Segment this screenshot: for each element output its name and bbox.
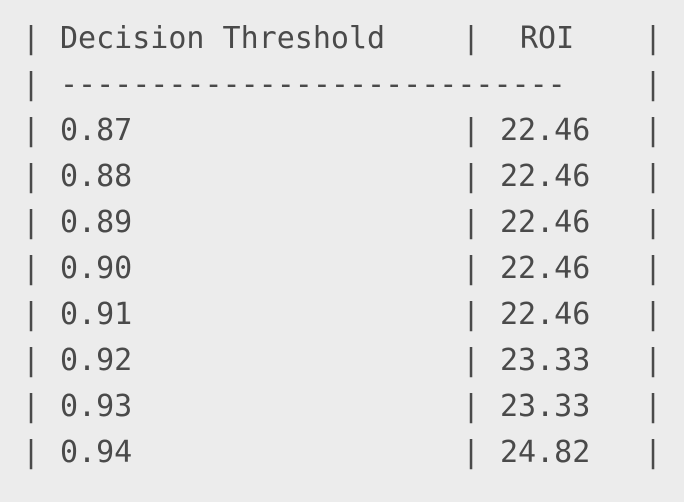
table-row: | 0.89 | 22.46 | — [0, 200, 684, 246]
table-row: | 0.94 | 24.82 | — [0, 430, 684, 476]
left-border: | — [22, 297, 41, 332]
roi-cell: 22.46 — [500, 251, 591, 286]
right-border: | — [644, 113, 663, 148]
table-header-row: | Decision Threshold | ROI | — [0, 16, 684, 62]
column-separator: | — [462, 159, 481, 194]
right-border: | — [644, 435, 663, 470]
table-row: | 0.93 | 23.33 | — [0, 384, 684, 430]
roi-cell: 23.33 — [500, 343, 591, 378]
threshold-cell: 0.91 — [60, 297, 133, 332]
right-border: | — [644, 251, 663, 286]
left-border: | — [22, 205, 41, 240]
column-separator: | — [462, 297, 481, 332]
column-separator: | — [462, 21, 481, 56]
right-border: | — [644, 297, 663, 332]
right-border: | — [644, 21, 663, 56]
table-row: | 0.90 | 22.46 | — [0, 246, 684, 292]
header-divider: ---------------------------- — [60, 67, 566, 102]
threshold-cell: 0.94 — [60, 435, 133, 470]
threshold-cell: 0.93 — [60, 389, 133, 424]
threshold-cell: 0.90 — [60, 251, 133, 286]
left-border: | — [22, 159, 41, 194]
threshold-cell: 0.89 — [60, 205, 133, 240]
threshold-cell: 0.87 — [60, 113, 133, 148]
right-border: | — [644, 389, 663, 424]
column-separator: | — [462, 113, 481, 148]
column-separator: | — [462, 343, 481, 378]
left-border: | — [22, 251, 41, 286]
roi-cell: 22.46 — [500, 159, 591, 194]
left-border: | — [22, 435, 41, 470]
right-border: | — [644, 67, 663, 102]
column-separator: | — [462, 389, 481, 424]
threshold-cell: 0.92 — [60, 343, 133, 378]
roi-cell: 22.46 — [500, 205, 591, 240]
right-border: | — [644, 205, 663, 240]
table-row: | 0.91 | 22.46 | — [0, 292, 684, 338]
header-roi: ROI — [520, 21, 575, 56]
header-decision-threshold: Decision Threshold — [60, 21, 386, 56]
table-divider-row: | ---------------------------- | — [0, 62, 684, 108]
table-row: | 0.92 | 23.33 | — [0, 338, 684, 384]
right-border: | — [644, 159, 663, 194]
left-border: | — [22, 67, 41, 102]
column-separator: | — [462, 251, 481, 286]
left-border: | — [22, 113, 41, 148]
left-border: | — [22, 343, 41, 378]
roi-cell: 24.82 — [500, 435, 591, 470]
table-row: | 0.87 | 22.46 | — [0, 108, 684, 154]
roi-cell: 23.33 — [500, 389, 591, 424]
column-separator: | — [462, 205, 481, 240]
left-border: | — [22, 389, 41, 424]
left-border: | — [22, 21, 41, 56]
column-separator: | — [462, 435, 481, 470]
right-border: | — [644, 343, 663, 378]
roi-cell: 22.46 — [500, 297, 591, 332]
threshold-cell: 0.88 — [60, 159, 133, 194]
table-row: | 0.88 | 22.46 | — [0, 154, 684, 200]
roi-cell: 22.46 — [500, 113, 591, 148]
